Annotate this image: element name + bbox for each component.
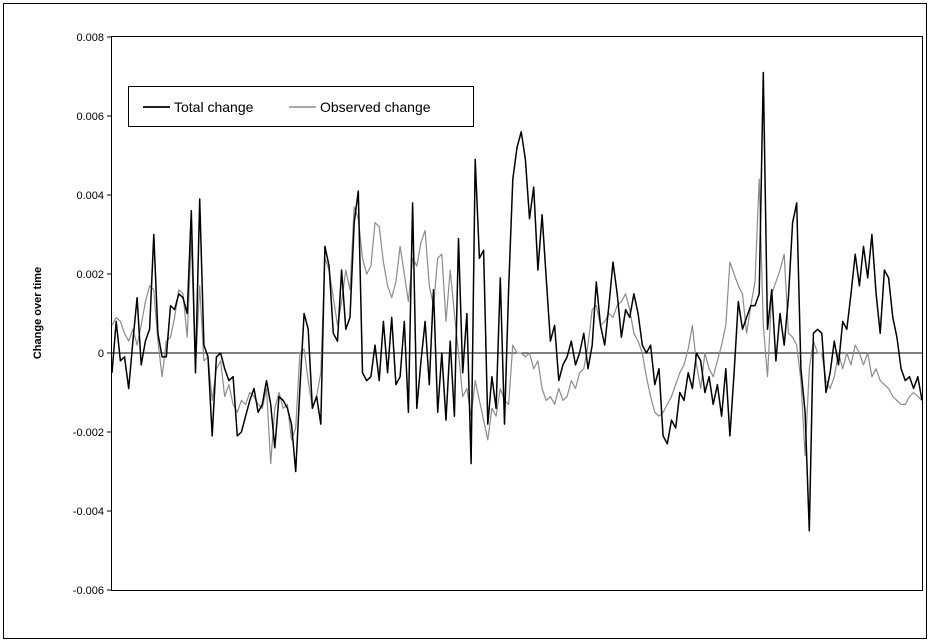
y-tick-label: -0.002 bbox=[73, 427, 104, 439]
plot-area bbox=[111, 36, 923, 591]
y-tick-label: 0 bbox=[98, 348, 104, 360]
series-lines bbox=[111, 71, 923, 532]
legend-label-observed-change: Observed change bbox=[320, 99, 431, 115]
y-axis-label: Change over time bbox=[32, 267, 44, 359]
y-tick-label: 0.004 bbox=[76, 190, 104, 202]
y-tick-label: 0.006 bbox=[76, 111, 104, 123]
legend-label-total-change: Total change bbox=[174, 99, 254, 115]
series-line-total-change bbox=[111, 71, 923, 532]
y-tick-label: 0.008 bbox=[76, 32, 104, 44]
y-tick-label: 0.002 bbox=[76, 269, 104, 281]
y-tick-label: -0.006 bbox=[73, 585, 104, 597]
legend: Total change Observed change bbox=[128, 86, 474, 127]
y-tick-label: -0.004 bbox=[73, 506, 104, 518]
y-axis-ticks: -0.006 -0.004 -0.002 0 0.002 0.004 0.006 0.008 bbox=[73, 32, 112, 597]
